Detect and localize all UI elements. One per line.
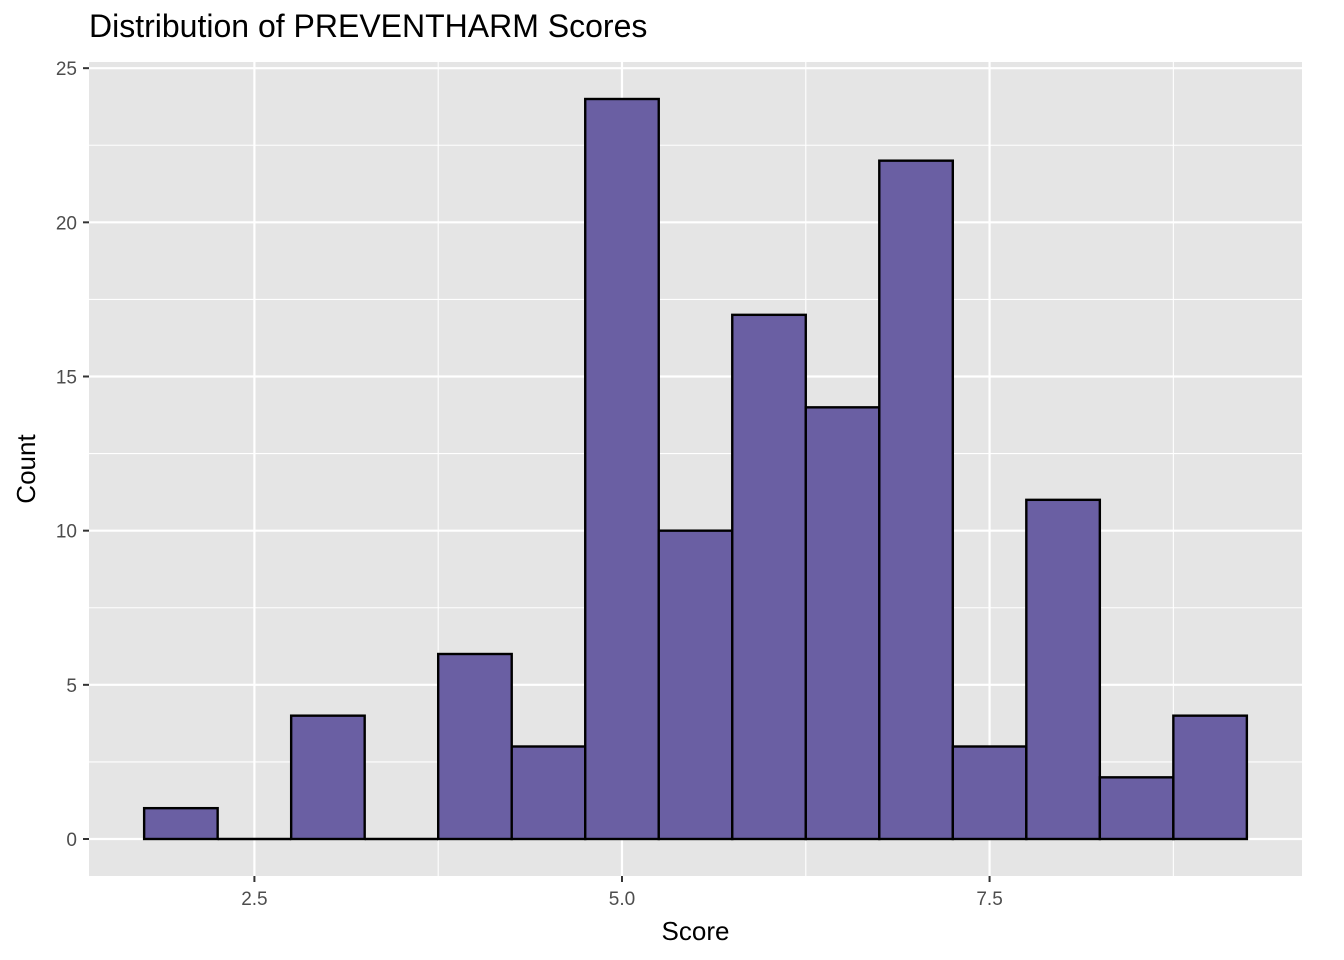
histogram-bar bbox=[804, 406, 881, 841]
x-tick-label: 5.0 bbox=[609, 889, 635, 910]
y-axis-title: Count bbox=[11, 434, 41, 504]
x-axis: 2.5 5.0 7.5 bbox=[241, 876, 1003, 910]
histogram-bar bbox=[436, 652, 513, 841]
y-tick-label: 25 bbox=[56, 59, 77, 80]
histogram-bar bbox=[1172, 714, 1249, 841]
x-axis-title: Score bbox=[662, 916, 730, 946]
chart-title: Distribution of PREVENTHARM Scores bbox=[89, 8, 648, 44]
x-tick-label: 7.5 bbox=[976, 889, 1002, 910]
histogram-bar bbox=[142, 806, 219, 841]
histogram-bar bbox=[510, 745, 587, 841]
y-tick-label: 5 bbox=[66, 676, 77, 697]
histogram-bar bbox=[657, 529, 734, 841]
histogram-bar bbox=[878, 159, 955, 841]
y-axis: 0 5 10 15 20 25 bbox=[56, 59, 89, 851]
histogram-bar bbox=[584, 97, 660, 841]
x-tick-label: 2.5 bbox=[241, 889, 267, 910]
histogram-bar bbox=[731, 313, 807, 841]
histogram-bar bbox=[951, 745, 1028, 841]
histogram-bar bbox=[289, 714, 366, 841]
y-tick-label: 20 bbox=[56, 213, 77, 234]
histogram-bars bbox=[142, 97, 1249, 841]
y-tick-label: 15 bbox=[56, 368, 77, 389]
y-tick-label: 10 bbox=[56, 522, 77, 543]
histogram-bar bbox=[1025, 498, 1102, 841]
y-tick-label: 0 bbox=[66, 830, 77, 851]
histogram-bar bbox=[1098, 776, 1175, 841]
